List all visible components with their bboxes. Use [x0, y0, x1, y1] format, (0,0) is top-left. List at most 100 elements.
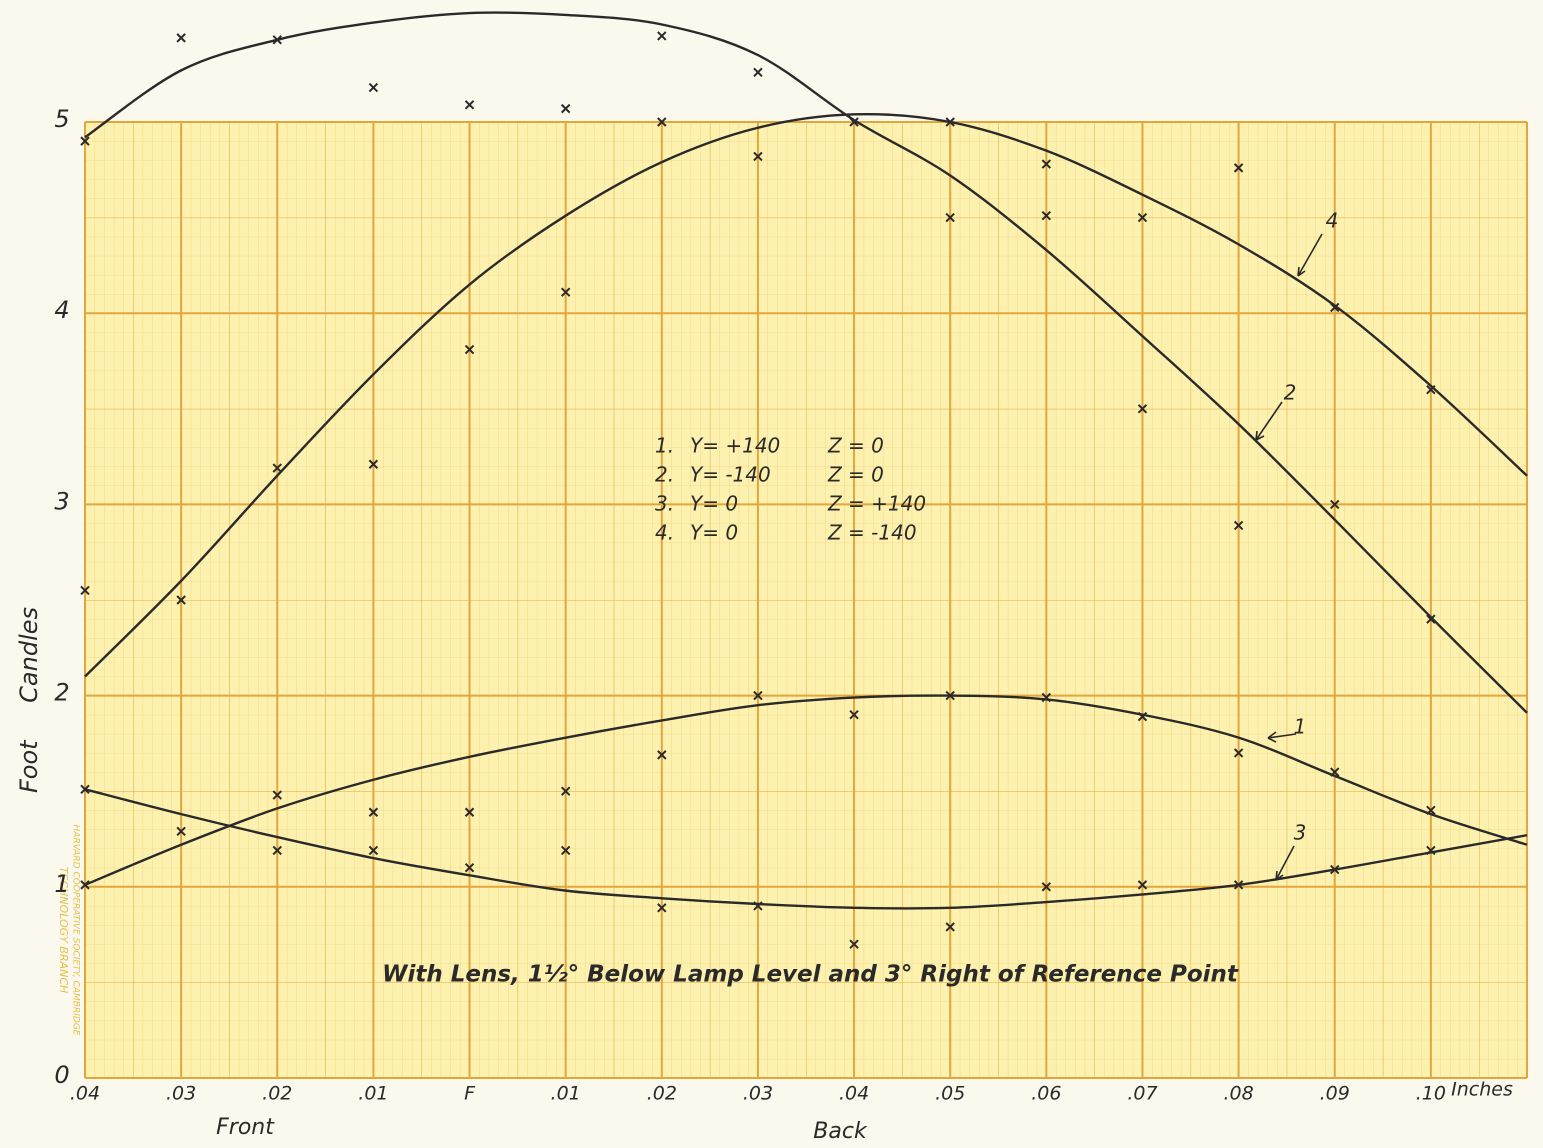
data-point	[1426, 845, 1436, 856]
data-point	[945, 212, 955, 223]
data-point	[1041, 210, 1052, 221]
data-point	[657, 31, 667, 41]
x-tick-label: .04	[70, 1083, 100, 1105]
data-point	[176, 33, 186, 43]
series-line	[84, 788, 1528, 910]
y-tick-label: 3	[54, 487, 69, 515]
x-tick-label: .07	[1127, 1083, 1157, 1105]
series-line	[84, 11, 1528, 714]
data-point	[1426, 384, 1436, 395]
data-point	[849, 710, 859, 720]
x-tick-label: .05	[935, 1083, 965, 1105]
data-point	[80, 880, 90, 890]
legend-y: Y= 0	[690, 521, 738, 545]
data-point	[176, 826, 186, 837]
data-point	[368, 82, 379, 93]
y-tick-label: 0	[54, 1061, 69, 1089]
data-point	[272, 790, 282, 800]
data-point	[1233, 163, 1244, 173]
legend-y: Y= 0	[690, 492, 738, 516]
x-tick-label: F	[464, 1083, 476, 1105]
data-point	[80, 136, 90, 146]
x-tick-label: .03	[166, 1083, 196, 1105]
legend-z: Z = -140	[827, 521, 917, 545]
data-point	[1330, 767, 1340, 777]
data-point	[368, 459, 379, 469]
legend-z: Z = +140	[827, 492, 926, 516]
legend-label: 3.	[655, 492, 674, 516]
x-label-front: Front	[216, 1115, 275, 1140]
data-point	[849, 939, 859, 949]
data-point	[80, 784, 90, 794]
data-point	[464, 344, 475, 355]
curve-label: 4	[1326, 209, 1339, 233]
data-point	[464, 807, 475, 817]
legend: 1. Y= +140 Z = 0 2. Y= -140 Z = 0 3. Y= 0 Z = +1…	[655, 434, 926, 545]
data-point	[560, 103, 571, 114]
data-point	[1041, 692, 1052, 703]
watermark: HARVARD COOPERATIVE SOCIETY, CAMBRIDGE	[71, 825, 81, 1036]
series-line	[84, 112, 1528, 678]
y-axis-label: Foot Candles	[15, 607, 43, 793]
data-point	[1137, 212, 1148, 223]
x-tick-label: .08	[1223, 1083, 1253, 1105]
data-point	[560, 287, 571, 297]
data-point	[1233, 520, 1244, 531]
data-point	[753, 67, 763, 77]
data-point	[945, 922, 955, 932]
data-point	[945, 690, 955, 701]
legend-y: Y= +140	[690, 434, 780, 458]
y-tick-label: 1	[54, 870, 69, 898]
data-point	[1041, 882, 1052, 892]
legend-label: 1.	[655, 434, 674, 458]
x-label-back: Back	[813, 1119, 868, 1144]
data-point	[176, 595, 186, 605]
data-point	[945, 117, 955, 127]
legend-z: Z = 0	[827, 434, 884, 458]
data-point	[753, 151, 763, 162]
y-tick-label: 4	[54, 296, 69, 324]
series-line	[84, 694, 1528, 886]
data-point	[1330, 302, 1340, 313]
legend-label: 2.	[655, 463, 674, 487]
x-tick-label: .02	[262, 1083, 292, 1105]
legend-label: 4.	[655, 521, 674, 545]
data-point	[368, 807, 379, 817]
legend-z: Z = 0	[827, 463, 884, 487]
y-tick-label: 2	[54, 679, 69, 707]
data-point	[1426, 805, 1436, 816]
curve-label: 2	[1284, 381, 1297, 405]
data-point	[657, 117, 667, 127]
data-point	[560, 845, 571, 856]
curve-label: 3	[1294, 821, 1307, 845]
data-point	[464, 862, 475, 873]
x-tick-label: .02	[647, 1083, 677, 1105]
data-point	[272, 463, 282, 473]
data-point	[657, 903, 667, 913]
data-point	[1330, 864, 1340, 875]
data-point	[1041, 159, 1052, 169]
legend-y: Y= -140	[690, 463, 771, 487]
data-point	[272, 845, 282, 856]
curve-label: 1	[1294, 715, 1307, 739]
x-unit: Inches	[1451, 1079, 1513, 1101]
data-point	[560, 786, 571, 796]
mid-grid	[85, 122, 1527, 1078]
y-tick-label: 5	[54, 105, 69, 133]
data-point	[1330, 499, 1340, 510]
data-point	[657, 750, 667, 760]
data-point	[849, 117, 859, 127]
data-point	[1426, 614, 1436, 624]
data-point	[753, 690, 763, 701]
x-tick-label: .01	[551, 1083, 581, 1105]
data-point	[464, 100, 475, 110]
data-point	[1233, 748, 1244, 758]
data-point	[1137, 711, 1148, 722]
data-point	[80, 585, 90, 596]
data-point	[1233, 880, 1244, 890]
x-tick-label: .01	[358, 1083, 388, 1105]
data-point	[753, 901, 763, 911]
data-point	[272, 35, 282, 45]
